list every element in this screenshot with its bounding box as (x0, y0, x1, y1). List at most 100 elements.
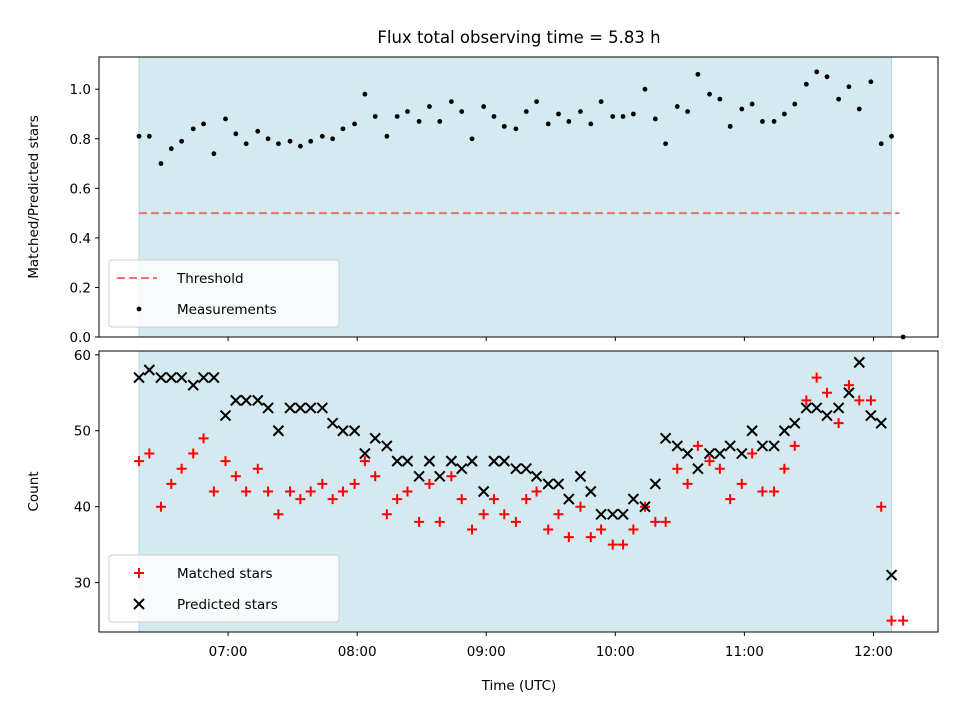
predicted-star-marker (875, 417, 887, 429)
matched-star-marker (305, 486, 316, 497)
measurement-point (556, 111, 561, 117)
measurement-point (717, 96, 723, 102)
measurement-point (276, 141, 281, 147)
x-tick-label: 10:00 (596, 644, 635, 660)
measurement-point (727, 123, 733, 129)
measurement-point (674, 104, 680, 109)
matched-star-marker (456, 494, 467, 505)
matched-star-marker (521, 494, 532, 505)
measurement-point (491, 114, 497, 119)
predicted-star-marker (714, 447, 726, 460)
chart-title: Flux total observing time = 5.83 h (377, 28, 660, 47)
measurement-point (620, 114, 626, 119)
predicted-star-marker (272, 425, 285, 437)
matched-star-marker (660, 516, 671, 527)
y-tick-label: 0.8 (70, 132, 91, 148)
matched-star-marker (381, 509, 392, 520)
matched-star-marker (414, 516, 425, 527)
predicted-star-marker (821, 409, 833, 422)
matched-star-marker (628, 524, 639, 535)
predicted-star-marker (423, 455, 436, 467)
predicted-star-marker (337, 425, 349, 437)
y-tick-label: 0.4 (70, 231, 91, 247)
predicted-star-marker (574, 470, 587, 483)
matched-star-marker (488, 494, 499, 505)
legend: Matched stars Predicted stars (108, 554, 340, 623)
matched-star-marker (434, 516, 445, 527)
predicted-star-marker (434, 470, 446, 483)
predicted-star-marker (724, 440, 736, 452)
predicted-star-marker (240, 394, 252, 407)
measurement-point (319, 133, 325, 139)
matched-star-marker (144, 448, 155, 459)
matched-star-marker (295, 494, 306, 505)
measurement-point (448, 99, 454, 105)
measurement-point (889, 133, 894, 139)
matched-star-marker (478, 509, 489, 520)
matched-star-marker (821, 387, 832, 398)
measurement-point (781, 111, 787, 117)
measurement-point (233, 131, 239, 137)
matched-star-marker (833, 418, 844, 429)
measurement-point (146, 133, 152, 139)
predicted-star-marker (510, 463, 522, 475)
legend-marker (134, 568, 144, 578)
matched-star-marker (467, 524, 478, 535)
predicted-star-marker (381, 440, 393, 452)
y-axis-label: Matched/Predicted stars (26, 115, 42, 278)
measurement-point (598, 99, 604, 105)
matched-star-marker (672, 463, 683, 474)
predicted-star-marker (155, 371, 167, 384)
predicted-star-marker (649, 478, 662, 490)
measurement-point (297, 143, 303, 149)
y-tick-label: 50 (74, 424, 91, 440)
matched-star-marker (575, 501, 586, 512)
matched-star-marker (359, 456, 370, 467)
predicted-star-marker (756, 440, 769, 452)
predicted-star-marker (143, 364, 156, 376)
y-tick-label: 0.6 (70, 181, 91, 197)
predicted-star-marker (294, 402, 307, 414)
predicted-star-marker (671, 440, 683, 452)
predicted-star-marker (165, 371, 177, 384)
measurement-point (685, 109, 690, 114)
measurement-point (372, 114, 378, 119)
matched-star-marker (402, 486, 413, 497)
measurement-point (545, 121, 551, 127)
measurement-point (394, 114, 400, 119)
legend-label: Measurements (177, 302, 277, 318)
x-tick-label: 12:00 (854, 644, 893, 660)
matched-star-marker (650, 516, 661, 527)
matched-star-marker (134, 456, 145, 467)
predicted-star-marker (445, 455, 458, 467)
matched-star-marker (392, 494, 403, 505)
predicted-star-marker (563, 493, 575, 505)
matched-star-marker (714, 463, 725, 474)
measurement-point (265, 136, 271, 142)
predicted-star-marker (348, 425, 361, 437)
matched-star-marker (854, 395, 865, 406)
measurement-point (578, 109, 583, 114)
predicted-star-marker (530, 470, 543, 483)
measurement-point (610, 114, 616, 119)
measurement-point (384, 133, 390, 139)
matched-star-marker (446, 471, 457, 482)
measurement-point (223, 116, 228, 122)
ratio-panel: 0.0 0.2 0.4 0.6 0.8 1.0 Matched/Predicted star… (26, 56, 939, 346)
measurement-point (201, 121, 206, 127)
matched-star-marker (865, 395, 876, 406)
predicted-star-marker (369, 432, 381, 445)
predicted-star-marker (391, 455, 403, 467)
predicted-star-marker (832, 402, 845, 414)
y-axis-label: Count (26, 471, 42, 511)
predicted-star-marker (810, 402, 823, 414)
matched-star-marker (510, 516, 521, 527)
predicted-star-marker (252, 394, 264, 407)
predicted-star-marker (627, 493, 640, 505)
predicted-star-marker (413, 470, 425, 483)
measurement-point (501, 123, 507, 129)
predicted-star-marker (477, 485, 490, 498)
matched-star-marker (349, 478, 360, 489)
measurement-point (405, 109, 410, 114)
